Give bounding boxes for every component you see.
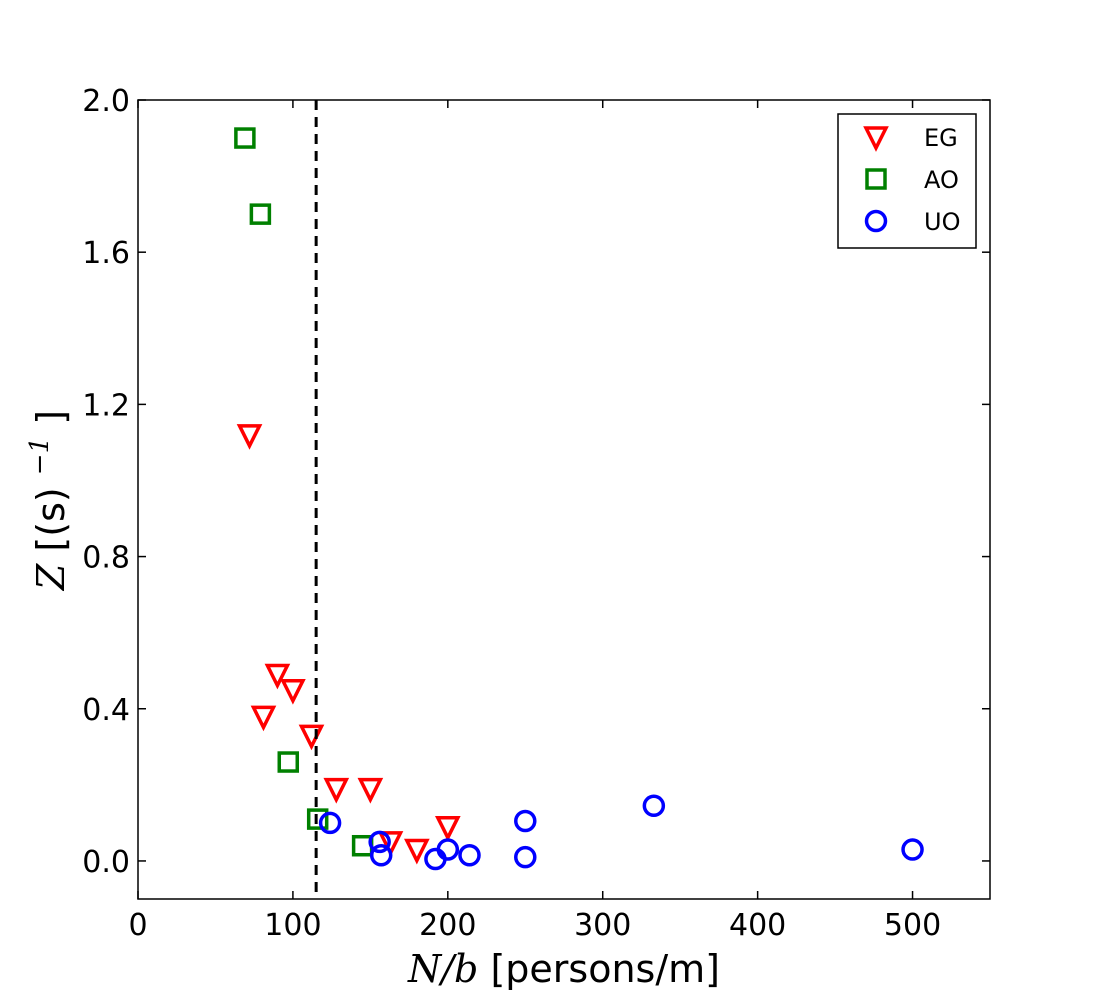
y-tick-label: 0.0 <box>82 845 130 880</box>
legend-label-ao: AO <box>924 166 959 194</box>
legend-marker-uo <box>864 209 888 233</box>
legend-label-eg: EG <box>924 124 958 152</box>
data-point-uo <box>514 845 537 869</box>
data-point-ao <box>306 808 329 830</box>
legend-box <box>837 113 977 249</box>
data-point-uo <box>368 830 391 854</box>
data-point-uo <box>514 809 537 833</box>
data-point-uo <box>901 838 924 861</box>
data-point-ao <box>249 203 272 225</box>
data-point-eg <box>357 777 384 804</box>
x-axis-title: N/b [persons/m] <box>407 947 720 991</box>
data-point-uo <box>436 838 460 861</box>
x-tick-label: 500 <box>884 908 941 943</box>
data-point-eg <box>404 838 430 865</box>
y-tick-label: 0.8 <box>82 541 130 576</box>
y-tick-label: 1.6 <box>82 236 130 271</box>
y-axis-unit-close: ] <box>29 410 73 425</box>
y-axis-variable: Z <box>29 563 73 591</box>
y-axis-unit: [(s) <box>29 487 73 551</box>
data-point-eg <box>250 705 277 732</box>
tick-labels: 0 100 200 300 400 500 0.0 0.4 0.8 1.2 1.6 2.0 <box>82 84 941 943</box>
y-tick-label: 2.0 <box>82 84 130 119</box>
data-point-uo <box>642 794 666 818</box>
y-axis-unit-exponent: −1 <box>25 437 55 475</box>
x-tick-label: 200 <box>419 908 476 943</box>
data-point-ao <box>277 751 300 773</box>
data-point-eg <box>280 678 306 705</box>
data-point-eg <box>377 831 404 857</box>
x-tick-label: 100 <box>264 908 321 943</box>
x-tick-label: 400 <box>729 908 786 943</box>
x-tick-label: 300 <box>574 908 631 943</box>
data-point-eg <box>323 777 350 804</box>
y-tick-label: 1.2 <box>82 388 130 423</box>
legend-marker-ao <box>865 168 887 190</box>
data-point-uo <box>458 843 481 867</box>
data-point-eg <box>236 424 263 450</box>
legend: EG AO UO <box>837 113 977 249</box>
data-point-eg <box>264 663 291 690</box>
data-point-uo <box>318 811 342 835</box>
x-axis-variable: N/b <box>407 947 478 991</box>
plot-frame <box>137 99 991 900</box>
data-point-ao <box>234 127 256 149</box>
legend-markers <box>863 126 889 233</box>
x-tick-label: 0 <box>128 908 147 943</box>
data-point-uo <box>369 843 393 867</box>
x-axis-unit: [persons/m] <box>490 947 720 991</box>
legend-label-uo: UO <box>924 208 960 236</box>
y-axis-title: Z [(s) −1 ] <box>13 410 73 591</box>
legend-marker-eg <box>863 126 889 152</box>
data-marks <box>234 127 924 871</box>
y-tick-label: 0.4 <box>82 693 130 728</box>
data-point-eg <box>434 815 461 842</box>
